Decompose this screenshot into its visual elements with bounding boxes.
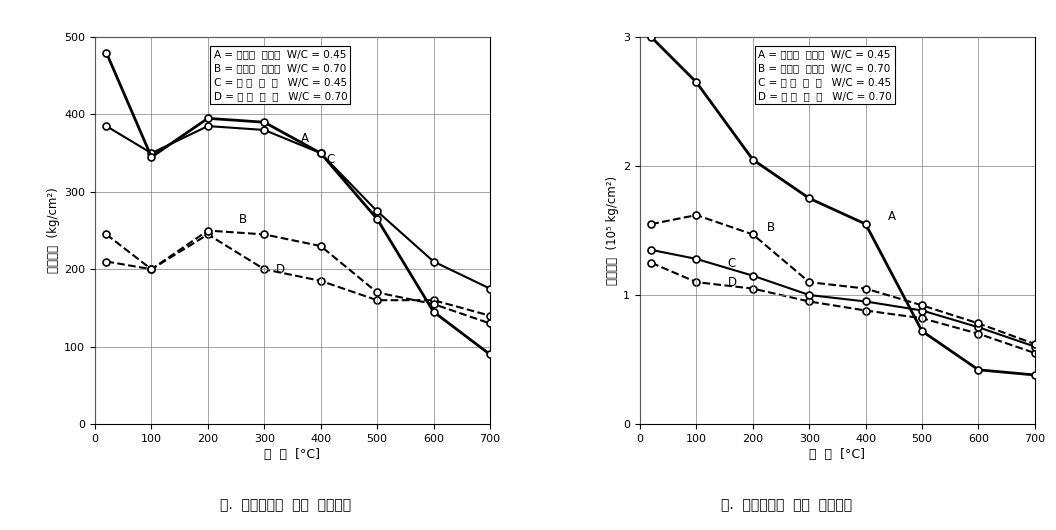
Text: A: A <box>301 131 309 145</box>
Text: 가.  온도이력에  따른  압충강도: 가. 온도이력에 따른 압충강도 <box>220 498 351 512</box>
Text: B: B <box>767 220 775 234</box>
X-axis label: 온  도  [°C]: 온 도 [°C] <box>264 448 320 461</box>
Text: 나.  온도이력에  따른  탄성계수: 나. 온도이력에 따른 탄성계수 <box>721 498 852 512</box>
Text: C: C <box>326 153 335 166</box>
Text: D: D <box>728 276 736 289</box>
Y-axis label: 탄성계수  (10⁵ kg/cm²): 탄성계수 (10⁵ kg/cm²) <box>606 176 619 285</box>
X-axis label: 온  도  [°C]: 온 도 [°C] <box>810 448 866 461</box>
Text: A = 강모래  강자갈  W/C = 0.45
B = 강모래  강자갈  W/C = 0.70
C = 팭 잔  월  암   W/C = 0.45
D =: A = 강모래 강자갈 W/C = 0.45 B = 강모래 강자갈 W/C =… <box>213 49 347 101</box>
Text: D: D <box>276 263 285 276</box>
Text: A: A <box>888 210 897 223</box>
Text: A = 강모래  강자갈  W/C = 0.45
B = 강모래  강자갈  W/C = 0.70
C = 팭 잔  월  암   W/C = 0.45
D =: A = 강모래 강자갈 W/C = 0.45 B = 강모래 강자갈 W/C =… <box>758 49 892 101</box>
Y-axis label: 압축강도  (kg/cm²): 압축강도 (kg/cm²) <box>48 188 60 273</box>
Text: B: B <box>239 213 247 226</box>
Text: C: C <box>728 257 736 270</box>
